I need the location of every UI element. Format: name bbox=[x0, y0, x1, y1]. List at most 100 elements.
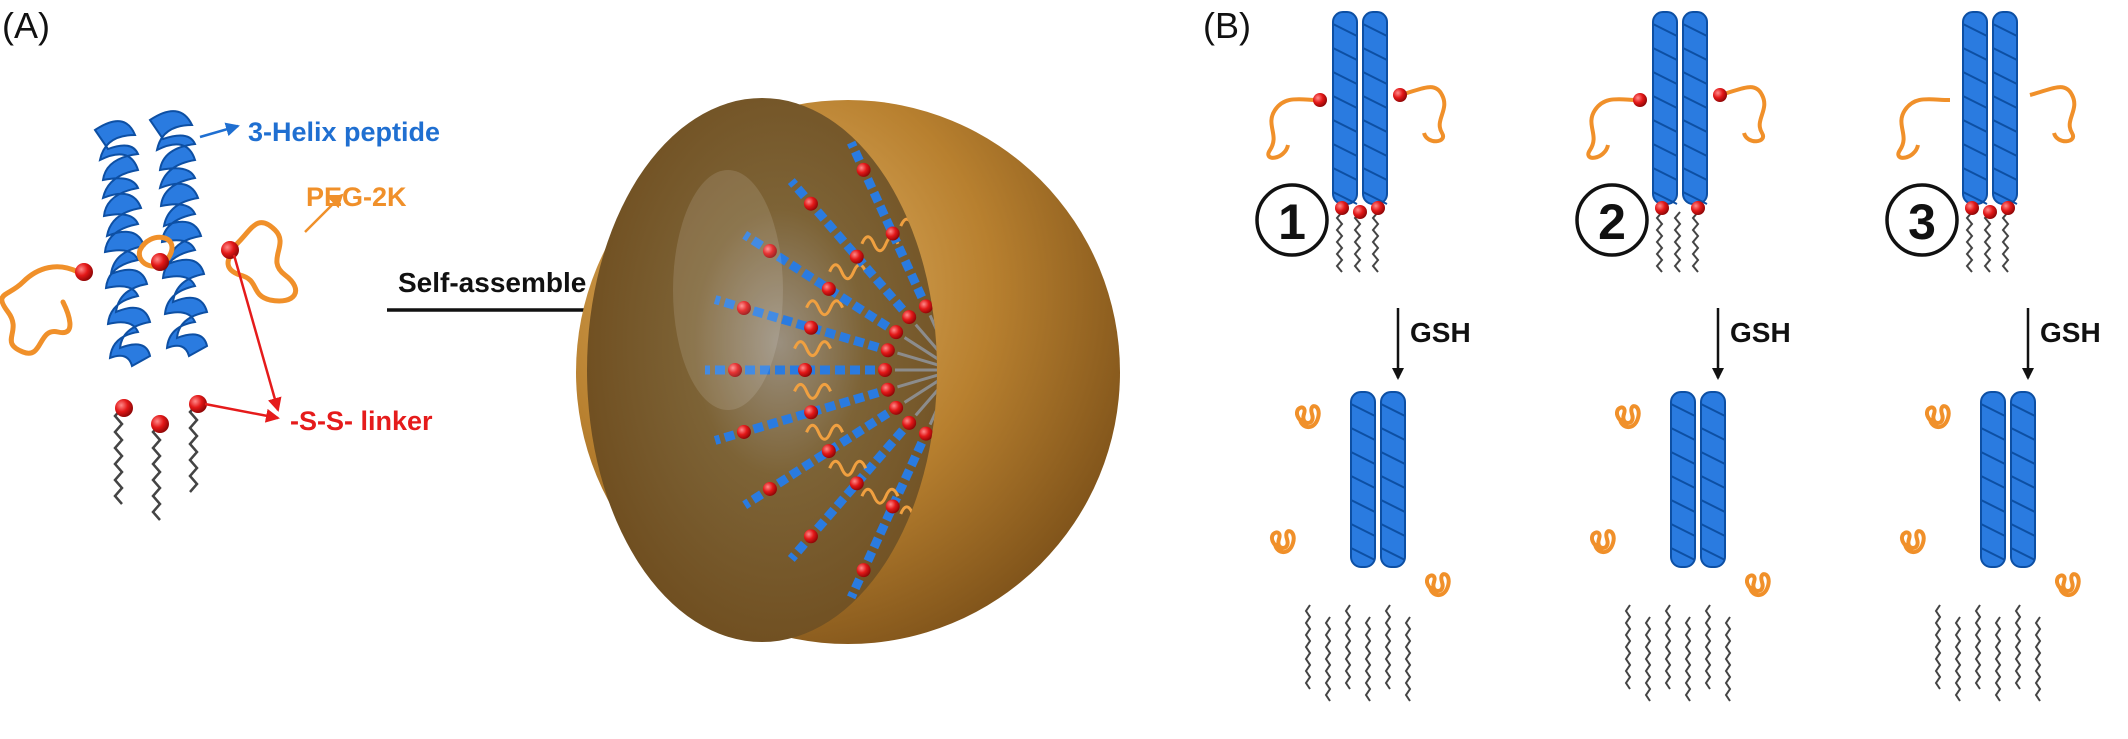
variant-3: 3 GSH bbox=[1885, 11, 2101, 702]
disulfide-linker bbox=[1655, 201, 1669, 215]
micelle-linker bbox=[1092, 197, 1106, 211]
disulfide-linker bbox=[1353, 205, 1367, 219]
micelle-lipid bbox=[903, 373, 937, 404]
helix-turn bbox=[1682, 167, 1708, 181]
micelle-linker bbox=[885, 226, 900, 241]
helix-turn bbox=[1682, 95, 1708, 109]
three-helix-peptide bbox=[93, 110, 209, 368]
variant-number: 3 bbox=[1908, 194, 1936, 250]
micelle-lipid bbox=[928, 376, 937, 426]
lipid-tail bbox=[2001, 211, 2010, 273]
helix-turn bbox=[1362, 95, 1388, 109]
gsh-label: GSH bbox=[1730, 317, 1791, 348]
helix-turn bbox=[1380, 547, 1406, 561]
released-peg bbox=[1899, 529, 1926, 554]
helix-turn bbox=[1682, 143, 1708, 157]
helix-turn bbox=[1332, 191, 1358, 205]
lipid-tail bbox=[1965, 211, 1974, 273]
micelle-linker bbox=[1039, 163, 1053, 177]
helix-turn bbox=[1980, 427, 2006, 441]
released-lipid bbox=[1664, 604, 1672, 690]
helix-pointer bbox=[199, 122, 240, 139]
helix-turn bbox=[1380, 451, 1406, 465]
micelle-linker bbox=[1168, 363, 1182, 377]
micelle-linker bbox=[856, 162, 871, 177]
released-peg bbox=[1294, 404, 1321, 429]
released-lipid bbox=[1934, 604, 1942, 690]
disulfide-linkers bbox=[75, 241, 239, 433]
linker-label: -S-S- linker bbox=[290, 406, 433, 436]
micelle-linker bbox=[1092, 529, 1106, 543]
variant-number-badge: 2 bbox=[1575, 183, 1649, 257]
peg-chain bbox=[1399, 85, 1447, 144]
helix-turn bbox=[1652, 167, 1678, 181]
micelle-linker bbox=[821, 281, 836, 296]
helix-label: 3-Helix peptide bbox=[248, 117, 440, 147]
helix-turn bbox=[1332, 47, 1358, 61]
helix-turn bbox=[1350, 427, 1376, 441]
micelle-peg bbox=[860, 487, 900, 505]
helix-turn bbox=[1380, 403, 1406, 417]
variant-1: 1 GSH bbox=[1255, 11, 1471, 702]
helix-turn bbox=[1652, 143, 1678, 157]
peg-chain bbox=[2029, 85, 2077, 144]
micelle-linker bbox=[821, 444, 836, 459]
molecule-a bbox=[0, 110, 299, 521]
helix-turn bbox=[1652, 23, 1678, 37]
released-lipid bbox=[2034, 616, 2042, 702]
linker-pointer-bottom bbox=[204, 402, 280, 423]
micelle-lipid bbox=[914, 323, 937, 365]
disulfide-linker bbox=[2001, 201, 2015, 215]
helix-turn bbox=[1652, 95, 1678, 109]
helix-turn bbox=[1962, 23, 1988, 37]
released-lipid bbox=[1344, 604, 1352, 690]
micelle-linker bbox=[803, 196, 818, 211]
helix-turn bbox=[1980, 475, 2006, 489]
lipid-tail bbox=[1335, 211, 1344, 273]
micelle bbox=[576, 98, 1182, 644]
helix-turn bbox=[1332, 167, 1358, 181]
released-lipid bbox=[1624, 604, 1632, 690]
helix-turn bbox=[1362, 23, 1388, 37]
helix-turn bbox=[2010, 523, 2036, 537]
micelle-linker bbox=[849, 476, 864, 491]
lipid-tail bbox=[1371, 211, 1380, 273]
helix-turn bbox=[1682, 71, 1708, 85]
helix bbox=[1652, 11, 1678, 205]
disulfide-linker bbox=[1983, 205, 1997, 219]
helix-turn bbox=[1700, 451, 1726, 465]
disulfide-linker bbox=[1313, 93, 1327, 107]
lipid-tail bbox=[1691, 211, 1700, 273]
micelle-linker bbox=[902, 415, 917, 430]
helix bbox=[1350, 391, 1376, 568]
micelle-lipid bbox=[897, 370, 937, 389]
released-lipid bbox=[1384, 604, 1392, 690]
helix-turn bbox=[1350, 499, 1376, 513]
helix-turn bbox=[1992, 119, 2018, 133]
variant-number: 2 bbox=[1598, 194, 1626, 250]
micelle-linker bbox=[762, 244, 777, 259]
peg-pointer bbox=[304, 193, 344, 233]
lipid-tail bbox=[1353, 211, 1362, 273]
micelle-linker bbox=[1133, 244, 1147, 258]
helix-turn bbox=[1670, 451, 1696, 465]
helix-turn bbox=[1992, 23, 2018, 37]
micelle-peg bbox=[828, 459, 868, 477]
helix bbox=[2010, 391, 2036, 568]
micelle-linker bbox=[803, 529, 818, 544]
helix bbox=[1992, 11, 2018, 205]
helix-turn bbox=[1362, 47, 1388, 61]
helix-turn bbox=[1362, 191, 1388, 205]
peg-chain bbox=[1266, 97, 1321, 160]
micelle-linker bbox=[880, 343, 895, 358]
released-peg bbox=[1744, 572, 1771, 597]
helix-turn bbox=[2010, 547, 2036, 561]
micelle-lipid bbox=[897, 351, 937, 370]
helix bbox=[1670, 391, 1696, 568]
helix-turn bbox=[1670, 523, 1696, 537]
self-assemble-label: Self-assemble bbox=[398, 267, 586, 298]
released-lipid bbox=[1684, 616, 1692, 702]
micelle-linker bbox=[736, 424, 751, 439]
disulfide-linker bbox=[1393, 88, 1407, 102]
helix-turn bbox=[1350, 451, 1376, 465]
